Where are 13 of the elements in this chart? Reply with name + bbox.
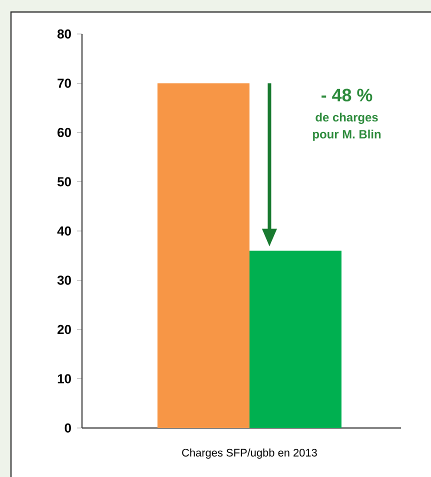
y-tick-label: 50 <box>57 177 71 186</box>
y-tick-label: 10 <box>58 374 71 384</box>
y-tick-label: 30 <box>57 276 71 285</box>
y-tick-label: 80 <box>57 29 71 39</box>
y-tick-label: 70 <box>58 78 71 88</box>
annotation: - 48 % <box>322 88 372 102</box>
y-tick-label: 0 <box>64 423 71 433</box>
annotation: de charges <box>316 112 378 124</box>
y-tick-label: 60 <box>58 128 71 138</box>
annotation: pour M. Blin <box>313 130 381 141</box>
y-tick-label: 20 <box>58 324 71 334</box>
x-tick-label: Charges SFP/ugbb en 2013 <box>182 448 317 459</box>
y-tick-label: 40 <box>57 226 71 236</box>
